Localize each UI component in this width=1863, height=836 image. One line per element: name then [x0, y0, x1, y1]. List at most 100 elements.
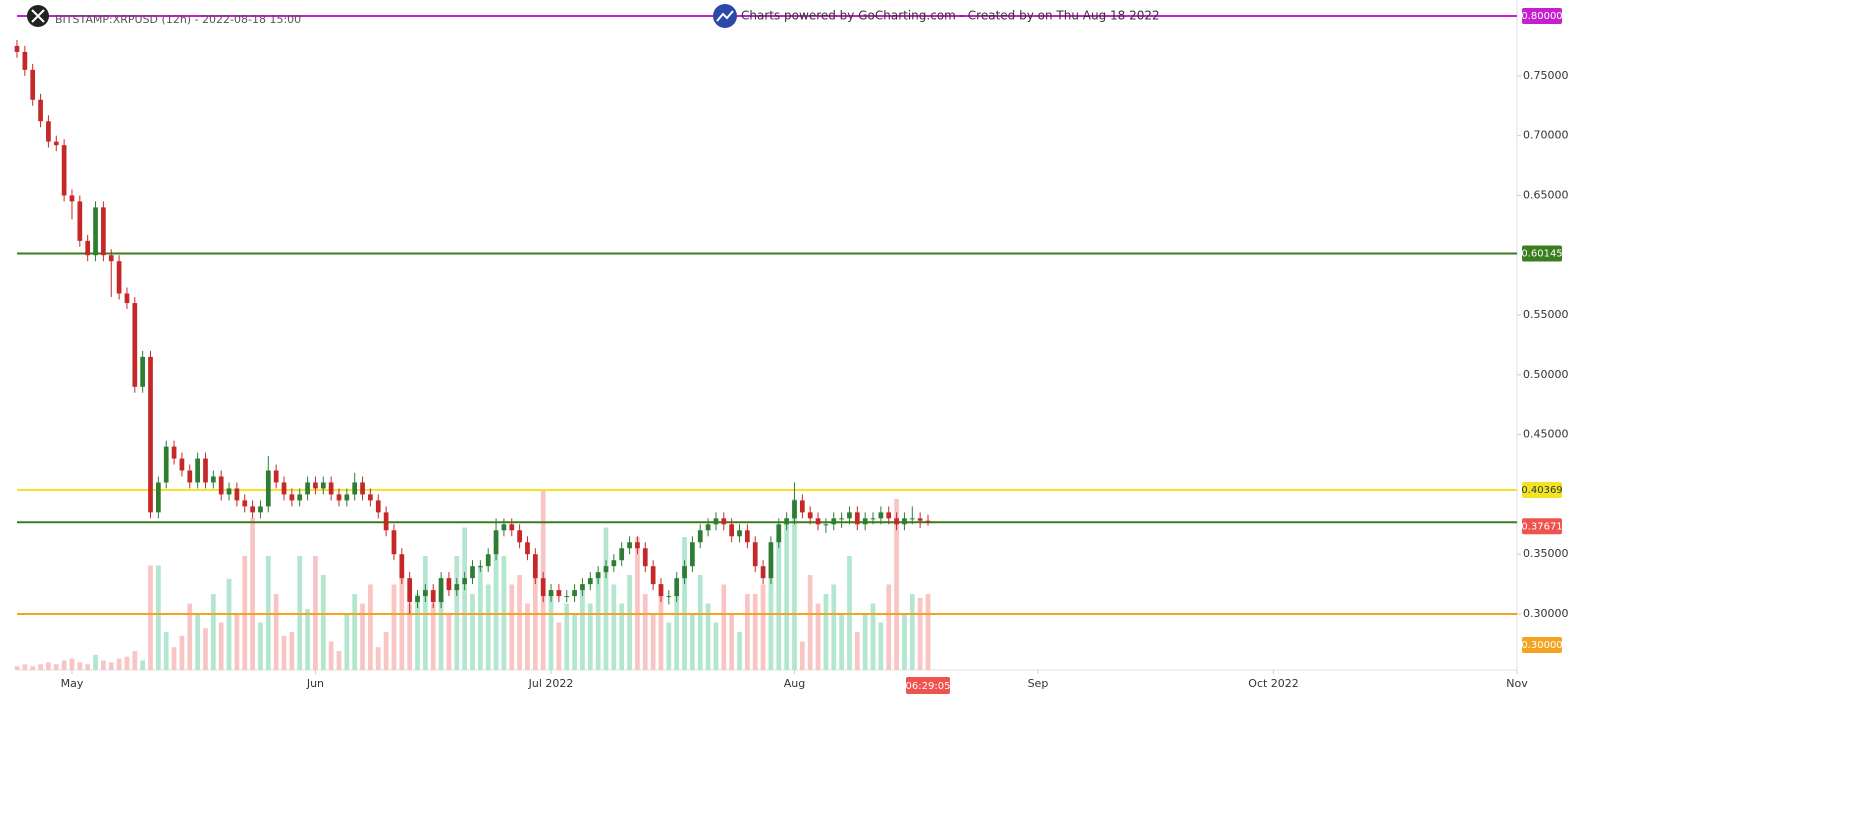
volume-bar — [697, 575, 703, 670]
volume-bar — [438, 584, 444, 670]
price-badge — [1522, 8, 1562, 25]
volume-bar — [297, 556, 303, 670]
volume-bar — [752, 594, 758, 670]
candle-body — [124, 293, 130, 304]
volume-bar — [415, 594, 420, 670]
candle-body — [894, 518, 899, 525]
volume-bar — [784, 518, 789, 670]
volume-bar — [30, 666, 36, 670]
volume-bar — [171, 647, 177, 670]
volume-bar — [163, 632, 169, 670]
y-tick-label: 0.45000 — [1523, 428, 1569, 441]
volume-bar — [729, 613, 735, 670]
candle-body — [635, 542, 640, 549]
volume-bar — [234, 613, 240, 670]
price-badge — [1522, 637, 1562, 654]
volume-bar — [328, 641, 334, 670]
candle-body — [53, 141, 59, 146]
candle-body — [886, 512, 892, 519]
volume-bar — [85, 664, 91, 670]
candle-body — [784, 518, 789, 525]
volume-bar — [721, 584, 727, 670]
candle-body — [556, 590, 562, 597]
candle-body — [807, 512, 813, 519]
candle-body — [705, 524, 711, 531]
volume-bar — [815, 603, 821, 670]
volume-bar — [148, 565, 153, 670]
candle-body — [195, 458, 200, 483]
candle-body — [273, 470, 279, 483]
volume-bar — [548, 594, 554, 670]
volume-bar — [399, 565, 405, 670]
brand-logo-mark — [716, 10, 734, 22]
volume-bar — [218, 622, 224, 670]
candle-body — [776, 524, 782, 543]
candle-body — [383, 512, 389, 531]
candle-body — [281, 482, 287, 495]
candle-body — [572, 590, 577, 597]
volume-bar — [53, 664, 59, 670]
volume-bar — [666, 622, 672, 670]
volume-bar — [22, 664, 28, 670]
volume-bar — [847, 556, 852, 670]
candle-body — [587, 578, 593, 585]
volume-bar — [894, 499, 899, 670]
volume-bar — [187, 603, 193, 670]
candle-body — [368, 494, 373, 501]
y-tick-label: 0.70000 — [1523, 129, 1569, 142]
candle-body — [462, 578, 467, 585]
candle-body — [839, 518, 844, 520]
candle-body — [203, 458, 208, 483]
volume-bar — [807, 575, 813, 670]
candle-body — [108, 255, 114, 262]
volume-bar — [674, 594, 680, 670]
candle-body — [517, 530, 522, 543]
volume-bar — [925, 594, 931, 670]
candle-body — [909, 518, 915, 520]
candle-body — [925, 520, 931, 523]
volume-bar — [878, 622, 884, 670]
candle-body — [297, 494, 303, 501]
volume-bar — [407, 603, 413, 670]
volume-bar — [603, 527, 609, 670]
volume-bar — [454, 556, 460, 670]
volume-bar — [525, 603, 530, 670]
volume-bar — [642, 594, 648, 670]
candle-body — [352, 482, 358, 495]
candle-body — [650, 566, 656, 585]
volume-bar — [619, 603, 625, 670]
volume-bar — [854, 632, 860, 670]
candle-body — [313, 482, 318, 489]
volume-bar — [430, 603, 436, 670]
candle-body — [752, 542, 758, 567]
candle-body — [423, 590, 428, 597]
candle-body — [815, 518, 821, 525]
volume-bar — [564, 603, 570, 670]
chart-subtitle: Charts powered by GoCharting.com - Creat… — [741, 9, 1160, 23]
candle-body — [415, 596, 420, 603]
volume-bar — [799, 641, 805, 670]
volume-bar — [776, 537, 782, 670]
candle-body — [697, 530, 703, 543]
x-tick-label: Sep — [1028, 677, 1049, 690]
volume-bar — [862, 613, 868, 670]
volume-bar — [839, 613, 844, 670]
candle-body — [69, 195, 75, 202]
candle-body — [674, 578, 680, 597]
candle-body — [713, 518, 719, 525]
volume-bar — [368, 584, 373, 670]
candle-body — [399, 554, 405, 579]
volume-bar — [360, 603, 365, 670]
candle-body — [289, 494, 295, 501]
volume-bar — [116, 658, 122, 670]
y-tick-label: 0.65000 — [1523, 188, 1569, 201]
candle-body — [619, 548, 625, 561]
candle-body — [611, 560, 617, 567]
volume-bar — [258, 622, 263, 670]
candle-body — [792, 500, 797, 519]
volume-bar — [313, 556, 318, 670]
candle-body — [320, 482, 326, 489]
candle-body — [156, 482, 161, 513]
